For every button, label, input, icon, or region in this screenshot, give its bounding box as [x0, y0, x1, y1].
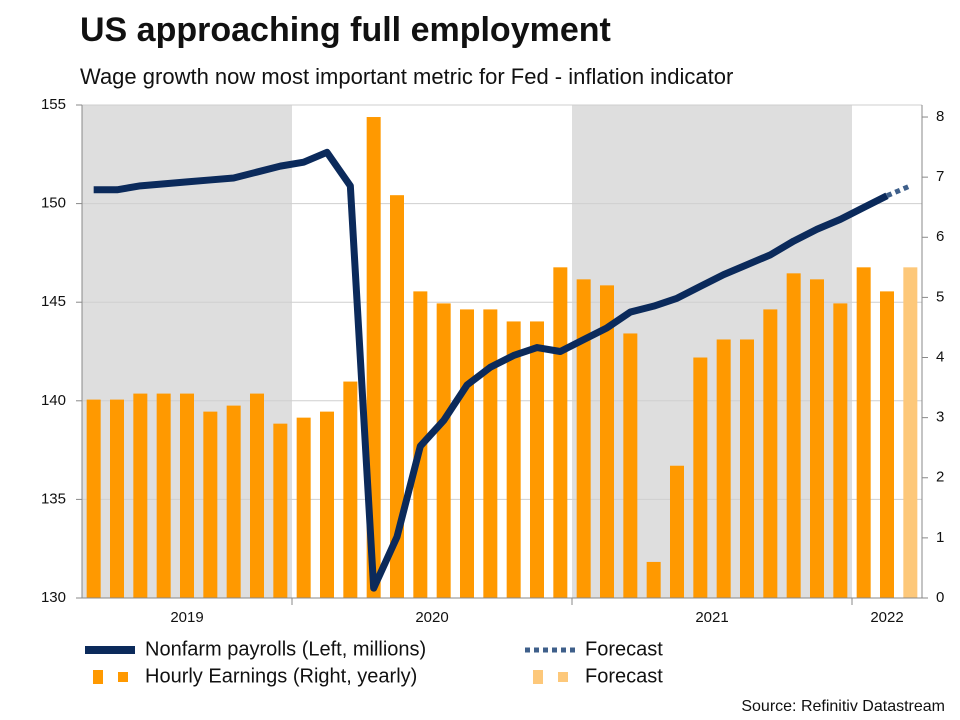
x-tick-label: 2020 — [415, 609, 448, 626]
bar — [786, 273, 801, 598]
y2-tick-label: 3 — [936, 409, 944, 426]
bar — [740, 339, 754, 598]
line — [93, 148, 889, 592]
y-tick-label: 155 — [41, 96, 66, 113]
bar — [436, 303, 451, 598]
legend-swatch — [533, 670, 543, 684]
y-tick-label: 130 — [41, 589, 66, 606]
bar — [856, 267, 871, 598]
legend-label: Forecast — [585, 638, 663, 660]
legend-label: Hourly Earnings (Right, yearly) — [145, 665, 417, 687]
legend-label: Forecast — [585, 665, 663, 687]
bar — [296, 417, 311, 598]
bar — [880, 291, 894, 598]
y2-tick-label: 5 — [936, 288, 944, 305]
bar — [483, 309, 498, 598]
y2-tick-label: 6 — [936, 228, 944, 245]
bar — [156, 393, 171, 598]
bar — [343, 381, 358, 598]
x-tick-label: 2019 — [170, 609, 203, 626]
line — [886, 183, 912, 199]
legend-swatch — [558, 672, 568, 682]
bar — [110, 399, 124, 598]
bar — [530, 321, 544, 598]
y2-tick-label: 0 — [936, 589, 944, 606]
bar — [250, 393, 264, 598]
bar — [833, 303, 848, 598]
bar — [763, 309, 778, 598]
bar — [693, 357, 708, 598]
y2-tick-label: 2 — [936, 469, 944, 486]
bar — [506, 321, 521, 598]
y2-tick-label: 7 — [936, 168, 944, 185]
chart-title: US approaching full employment — [80, 11, 611, 49]
x-tick-label: 2021 — [695, 609, 728, 626]
bar — [203, 411, 218, 598]
bar — [320, 411, 334, 598]
legend-swatch — [118, 672, 128, 682]
bar — [623, 333, 638, 598]
bar — [86, 399, 101, 598]
bar — [180, 393, 194, 598]
y2-tick-label: 8 — [936, 108, 944, 125]
year-shade — [572, 105, 852, 598]
chart-subtitle: Wage growth now most important metric fo… — [80, 64, 733, 89]
y-tick-label: 150 — [41, 195, 66, 212]
y2-tick-label: 4 — [936, 348, 944, 365]
bar — [390, 195, 404, 598]
bar — [716, 339, 731, 598]
bar — [670, 465, 684, 598]
bar — [576, 279, 591, 598]
bar — [646, 561, 661, 598]
bar — [133, 393, 148, 598]
bar — [553, 267, 568, 598]
bar — [226, 405, 241, 598]
y-tick-label: 135 — [41, 490, 66, 507]
bar — [903, 267, 918, 598]
y-tick-label: 140 — [41, 392, 66, 409]
source: Source: Refinitiv Datastream — [741, 698, 945, 715]
legend-swatch — [93, 670, 103, 684]
bar — [460, 309, 474, 598]
y2-tick-label: 1 — [936, 529, 944, 546]
background-layer — [82, 105, 852, 598]
legend-label: Nonfarm payrolls (Left, millions) — [145, 638, 426, 660]
bar — [273, 423, 288, 598]
bar — [600, 285, 614, 598]
x-tick-label: 2022 — [870, 609, 903, 626]
bar — [810, 279, 824, 598]
y-tick-label: 145 — [41, 293, 66, 310]
